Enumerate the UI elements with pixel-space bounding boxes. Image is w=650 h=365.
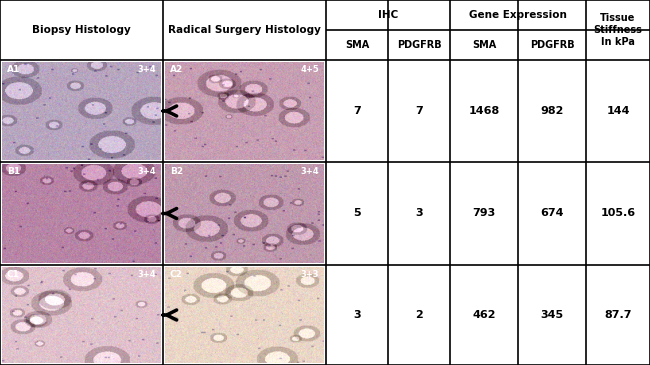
Text: SMA: SMA [472,40,496,50]
Text: 2: 2 [415,310,423,320]
Text: Tissue
Stiffness
In kPa: Tissue Stiffness In kPa [593,14,642,47]
Text: 345: 345 [540,310,564,320]
Text: Radical Surgery Histology: Radical Surgery Histology [168,25,321,35]
Text: 3+4: 3+4 [138,270,156,279]
Text: Biopsy Histology: Biopsy Histology [32,25,131,35]
Text: 1468: 1468 [469,106,500,116]
Text: A1: A1 [6,65,20,74]
Text: IHC: IHC [378,10,398,20]
Text: PDGFRB: PDGFRB [396,40,441,50]
Text: 3+3: 3+3 [301,270,319,279]
Text: C1: C1 [6,270,20,279]
Bar [326,0,650,60]
Text: 462: 462 [473,310,496,320]
Text: 7: 7 [353,106,361,116]
Text: Gene Expression: Gene Expression [469,10,567,20]
Text: 5: 5 [353,208,361,219]
Text: 3+4: 3+4 [300,167,319,176]
Text: 3+4: 3+4 [138,167,156,176]
Text: PDGFRB: PDGFRB [530,40,575,50]
Text: 87.7: 87.7 [604,310,632,320]
Text: 982: 982 [540,106,564,116]
Text: 144: 144 [606,106,630,116]
Text: 4+5: 4+5 [300,65,319,74]
Text: 7: 7 [415,106,423,116]
Text: 3+4: 3+4 [138,65,156,74]
Text: 3: 3 [415,208,423,219]
Text: 3: 3 [353,310,361,320]
Text: SMA: SMA [345,40,369,50]
Text: B2: B2 [170,167,183,176]
Text: B1: B1 [6,167,20,176]
Text: A2: A2 [170,65,183,74]
Text: 674: 674 [540,208,564,219]
Text: 105.6: 105.6 [601,208,636,219]
Text: C2: C2 [170,270,183,279]
Text: 793: 793 [473,208,495,219]
